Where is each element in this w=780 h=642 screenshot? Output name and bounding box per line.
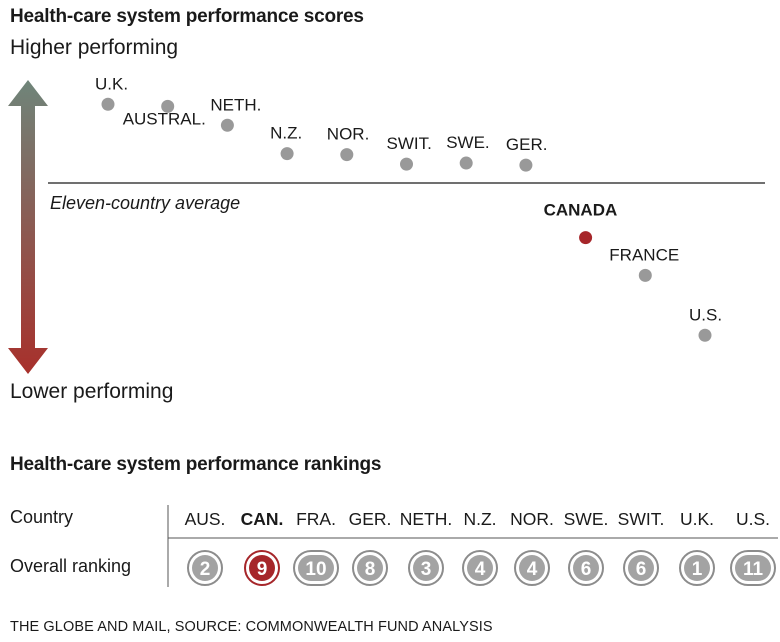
ranking-badge-uk: 1 <box>679 550 715 586</box>
point-swe <box>459 156 473 170</box>
average-line-label: Eleven-country average <box>50 193 241 213</box>
column-header-fra: FRA. <box>296 509 336 529</box>
double-arrow-icon <box>8 80 48 374</box>
column-header-nz: N.Z. <box>463 509 496 529</box>
ranking-value-aus: 2 <box>200 559 211 580</box>
ranking-value-swit: 6 <box>636 559 647 580</box>
point-label-us: U.S. <box>689 305 722 324</box>
column-header-neth: NETH. <box>400 509 453 529</box>
column-header-nor: NOR. <box>510 509 554 529</box>
column-header-aus: AUS. <box>185 509 226 529</box>
country-row-header: Country <box>10 507 74 527</box>
ranking-badge-nz: 4 <box>462 550 498 586</box>
column-header-uk: U.K. <box>680 509 714 529</box>
scatter-points: U.K. AUSTRAL.NETH. N.Z. NOR. SWIT. SWE. GER. CA… <box>95 74 722 342</box>
column-header-us: U.S. <box>736 509 770 529</box>
ranking-value-swe: 6 <box>581 559 592 580</box>
source-footer: THE GLOBE AND MAIL, SOURCE: COMMONWEALTH… <box>10 619 493 635</box>
ranking-value-can: 9 <box>257 559 268 580</box>
column-header-swit: SWIT. <box>618 509 665 529</box>
column-header-can: CAN. <box>241 509 284 529</box>
ranking-badge-us: 11 <box>730 550 776 586</box>
point-label-neth: NETH. <box>210 95 261 114</box>
point-canada <box>579 231 593 245</box>
point-label-nor: NOR. <box>327 125 370 144</box>
ranking-value-nor: 4 <box>527 559 538 580</box>
ranking-value-ger: 8 <box>365 559 376 580</box>
ranking-value-uk: 1 <box>692 559 703 580</box>
higher-performing-label: Higher performing <box>10 36 179 59</box>
lower-performing-label: Lower performing <box>10 380 174 403</box>
point-label-canada: CANADA <box>544 201 618 220</box>
point-neth <box>220 118 234 132</box>
ranking-value-fra: 10 <box>305 559 326 580</box>
point-label-nz: N.Z. <box>270 124 302 143</box>
overall-ranking-row-header: Overall ranking <box>10 556 132 576</box>
point-france <box>638 268 652 282</box>
point-us <box>698 328 712 342</box>
ranking-badge-swit: 6 <box>623 550 659 586</box>
point-swit <box>400 157 413 171</box>
point-nz <box>280 147 294 161</box>
point-label-swe: SWE. <box>446 133 489 152</box>
point-label-austral: AUSTRAL. <box>123 109 206 128</box>
ranking-badge-neth: 3 <box>408 550 444 586</box>
point-label-swit: SWIT. <box>387 134 432 153</box>
ranking-badge-fra: 10 <box>293 550 339 586</box>
point-austral <box>161 99 175 113</box>
point-label-france: FRANCE <box>609 245 679 264</box>
ranking-value-us: 11 <box>743 559 764 580</box>
scores-chart: U.K. AUSTRAL.NETH. N.Z. NOR. SWIT. SWE. GER. CA… <box>8 74 765 374</box>
rankings-table-title: Health-care system performance rankings <box>10 454 382 475</box>
ranking-badge-aus: 2 <box>187 550 223 586</box>
rankings-table: AUS. CAN. FRA. GER. NETH. N.Z. NOR. SWE. SWIT. U.… <box>167 505 778 587</box>
ranking-value-nz: 4 <box>475 559 486 580</box>
point-nor <box>340 148 354 162</box>
ranking-badge-swe: 6 <box>568 550 604 586</box>
ranking-badge-nor: 4 <box>514 550 550 586</box>
column-header-ger: GER. <box>349 509 392 529</box>
scores-chart-title: Health-care system performance scores <box>10 6 364 27</box>
column-header-swe: SWE. <box>564 509 609 529</box>
point-label-uk: U.K. <box>95 74 128 93</box>
ranking-value-neth: 3 <box>421 559 432 580</box>
ranking-badge-can: 9 <box>244 550 280 586</box>
ranking-badge-ger: 8 <box>352 550 388 586</box>
point-ger <box>519 158 533 172</box>
point-label-ger: GER. <box>506 135 548 154</box>
point-uk <box>101 97 115 111</box>
